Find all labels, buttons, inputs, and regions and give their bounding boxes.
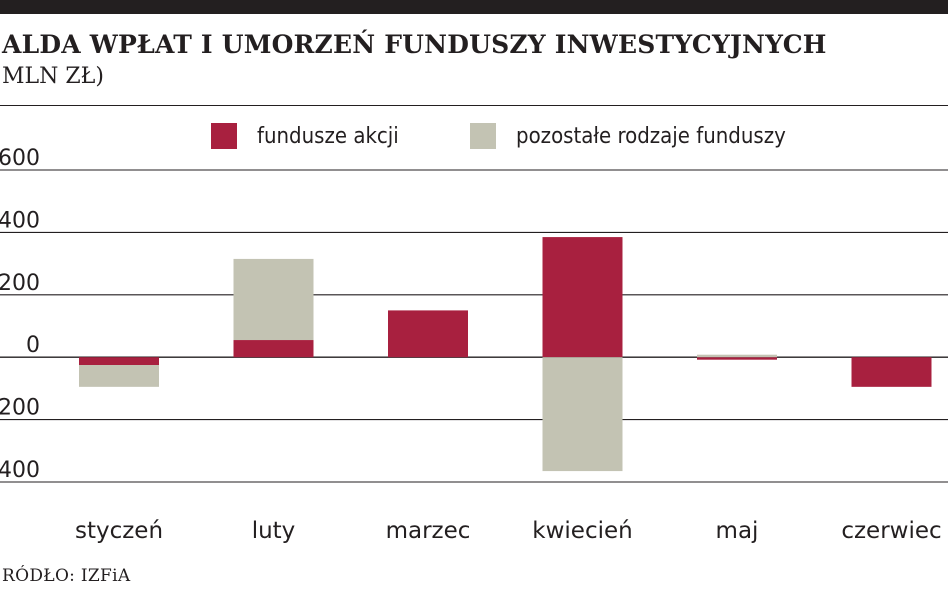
top-bar: [0, 0, 948, 14]
x-tick-label: maj: [716, 518, 759, 544]
legend-item-pozostale: pozostałe rodzaje funduszy: [470, 118, 786, 154]
bar-fundusze-akcji-1: [233, 340, 314, 358]
x-tick-label: styczeń: [75, 518, 163, 544]
y-tick-label: 200: [0, 396, 40, 421]
x-tick-label: kwiecień: [532, 518, 632, 544]
legend: fundusze akcji pozostałe rodzaje fundusz…: [0, 118, 948, 158]
y-tick-label: 400: [0, 208, 40, 233]
bar-fundusze-akcji-0: [79, 357, 159, 365]
bar-fundusze-akcji-3: [542, 237, 623, 358]
x-tick-label: marzec: [386, 518, 471, 544]
legend-label-pozostale: pozostałe rodzaje funduszy: [516, 123, 786, 149]
legend-label-fundusze-akcji: fundusze akcji: [257, 123, 399, 149]
bar-pozostale-3: [542, 357, 623, 472]
header-divider: [0, 105, 948, 106]
legend-swatch-pozostale: [470, 123, 496, 149]
y-tick-label: 0: [26, 333, 40, 358]
chart-title: ALDA WPŁAT I UMORZEŃ FUNDUSZY INWESTYCYJ…: [2, 30, 827, 59]
y-tick-label: 600: [0, 146, 40, 171]
x-tick-label: czerwiec: [841, 518, 941, 544]
x-tick-label: luty: [252, 518, 296, 544]
bar-pozostale-0: [79, 365, 159, 387]
source-note: RÓDŁO: IZFiA: [2, 566, 131, 586]
bar-fundusze-akcji-5: [851, 357, 932, 387]
bar-pozostale-1: [233, 258, 314, 341]
bar-fundusze-akcji-4: [697, 357, 777, 360]
bar-fundusze-akcji-2: [388, 310, 468, 358]
y-tick-label: 200: [0, 271, 40, 296]
bar-pozostale-4: [697, 354, 777, 358]
legend-swatch-fundusze-akcji: [211, 123, 237, 149]
legend-item-fundusze-akcji: fundusze akcji: [211, 118, 399, 154]
chart-subtitle: MLN ZŁ): [2, 64, 104, 89]
y-tick-label: 400: [0, 458, 40, 483]
